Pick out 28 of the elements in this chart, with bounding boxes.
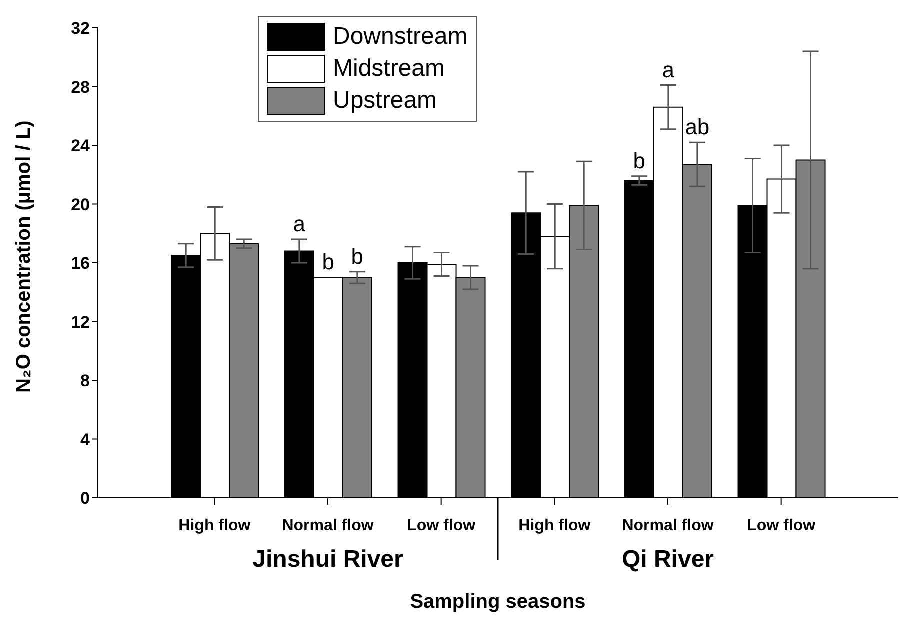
y-tick-label: 8	[80, 372, 90, 391]
data-label: a	[293, 212, 306, 236]
x-tick-label: Normal flow	[622, 517, 714, 534]
y-tick-label: 20	[71, 195, 90, 214]
legend-label: Upstream	[333, 87, 438, 115]
legend-label: Downstream	[333, 23, 468, 51]
x-tick-label: High flow	[178, 517, 252, 534]
data-label: b	[633, 148, 646, 174]
x-tick-label: Low flow	[407, 517, 476, 534]
y-tick-label: 24	[71, 136, 91, 156]
data-label: ab	[685, 114, 710, 140]
text: Jinshui River	[252, 546, 404, 574]
legend-label: Midstream	[333, 55, 446, 83]
x-tick-label: Normal flow	[282, 517, 374, 534]
y-axis-title: N₂O concentration (μmol / L)	[13, 120, 36, 393]
x-axis-title: Sampling seasons	[410, 591, 586, 613]
y-tick-label: 16	[71, 254, 90, 274]
y-tick-label: 28	[71, 78, 90, 97]
data-label: b	[322, 250, 335, 275]
text: Qi River	[620, 546, 716, 574]
data-label: b	[351, 244, 364, 269]
y-tick-label: 32	[71, 19, 90, 38]
x-tick-label: Low flow	[747, 517, 816, 534]
y-tick-label: 4	[80, 430, 91, 450]
x-tick-label: High flow	[518, 517, 592, 534]
y-tick-label: 0	[80, 489, 90, 508]
y-tick-label: 12	[71, 312, 90, 332]
data-label: a	[662, 57, 676, 82]
